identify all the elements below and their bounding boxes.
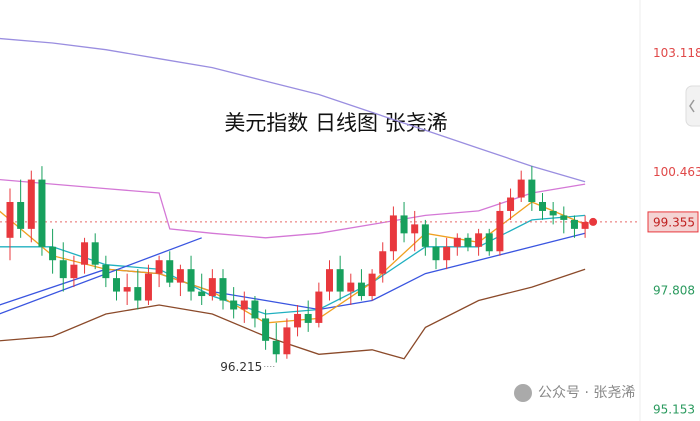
candle-body bbox=[251, 300, 259, 319]
candle-body bbox=[432, 246, 440, 261]
y-tick-label: 100.463 bbox=[653, 165, 700, 179]
indicator-line bbox=[0, 232, 586, 311]
candle-body bbox=[539, 201, 546, 211]
candle-body bbox=[379, 251, 387, 274]
candle-body bbox=[208, 278, 216, 297]
candle-body bbox=[230, 300, 238, 310]
candle-body bbox=[113, 278, 120, 292]
candle-body bbox=[144, 273, 152, 301]
candle-body bbox=[315, 291, 323, 323]
y-tick-label: 95.153 bbox=[653, 403, 695, 417]
candle-body bbox=[411, 224, 419, 234]
candle-body bbox=[368, 273, 376, 297]
candle-body bbox=[485, 233, 493, 252]
side-tab-arrow bbox=[689, 99, 695, 113]
indicator-line bbox=[0, 268, 586, 360]
candle-body bbox=[123, 287, 131, 292]
candle-body bbox=[187, 269, 195, 292]
candle-body bbox=[357, 282, 365, 297]
candle-body bbox=[91, 242, 99, 265]
candle-body bbox=[570, 219, 578, 229]
candle-body bbox=[294, 313, 302, 328]
watermark-icon bbox=[514, 384, 532, 402]
candle-body bbox=[496, 210, 504, 252]
candle-body bbox=[283, 327, 291, 355]
candle-body bbox=[347, 282, 355, 292]
candle-body bbox=[443, 246, 451, 261]
candle-body bbox=[198, 291, 206, 297]
y-tick-label: 97.808 bbox=[653, 284, 695, 298]
candle-body bbox=[549, 210, 557, 216]
candle-body bbox=[389, 215, 397, 252]
candle-body bbox=[517, 179, 525, 198]
side-tab[interactable] bbox=[685, 85, 700, 127]
candle-body bbox=[38, 179, 46, 247]
chart-title: 美元指数 日线图 张尧浠 bbox=[224, 111, 447, 135]
candle-body bbox=[453, 237, 461, 247]
candle-body bbox=[560, 215, 568, 220]
candle-body bbox=[400, 215, 408, 234]
candle-body bbox=[155, 260, 163, 274]
current-price-dot bbox=[589, 217, 598, 226]
candle-body bbox=[17, 201, 25, 229]
candle-body bbox=[166, 260, 174, 283]
candle-body bbox=[272, 340, 280, 355]
watermark: 公众号 · 张尧浠 bbox=[538, 385, 635, 401]
candle-body bbox=[102, 264, 110, 279]
candle-body bbox=[304, 313, 312, 323]
candle-body bbox=[49, 246, 57, 261]
candle-body bbox=[81, 242, 89, 265]
indicator-line bbox=[0, 37, 586, 183]
candle-body bbox=[240, 300, 248, 310]
candle-body bbox=[464, 237, 472, 247]
candle-body bbox=[336, 269, 344, 292]
candle-body bbox=[59, 260, 67, 279]
current-price-label: 99.355 bbox=[653, 215, 695, 229]
candle-body bbox=[70, 264, 78, 279]
candle-body bbox=[421, 224, 429, 247]
candle-body bbox=[134, 287, 142, 301]
candle-body bbox=[176, 269, 184, 283]
current-price-box bbox=[647, 211, 699, 233]
y-tick-label: 103.118 bbox=[653, 46, 700, 60]
candle-body bbox=[326, 269, 333, 292]
candle-body bbox=[6, 201, 14, 238]
low-annotation: 96.215 bbox=[220, 360, 262, 374]
indicator-line bbox=[0, 179, 586, 239]
candle-body bbox=[528, 179, 536, 202]
indicator-line bbox=[0, 237, 202, 315]
candle-body bbox=[507, 197, 515, 211]
candle-body bbox=[262, 318, 270, 341]
candle-body bbox=[581, 221, 589, 229]
candle-body bbox=[27, 179, 35, 229]
candle-body bbox=[475, 233, 483, 247]
candle-body bbox=[219, 278, 227, 301]
